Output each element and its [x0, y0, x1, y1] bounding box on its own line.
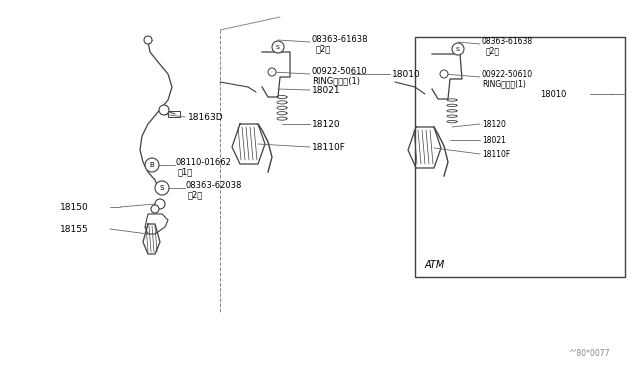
Circle shape [151, 205, 159, 213]
Text: 00922-50610: 00922-50610 [482, 70, 533, 78]
Text: ^'80*0077: ^'80*0077 [568, 350, 610, 359]
Text: S: S [276, 45, 280, 49]
Text: 08363-62038: 08363-62038 [185, 180, 241, 189]
Text: S: S [456, 46, 460, 51]
Text: 18150: 18150 [60, 202, 89, 212]
Circle shape [440, 70, 448, 78]
Circle shape [452, 43, 464, 55]
Text: 18120: 18120 [482, 119, 506, 128]
Text: S: S [160, 185, 164, 191]
Circle shape [155, 181, 169, 195]
Text: （2）: （2） [486, 46, 500, 55]
Circle shape [159, 105, 169, 115]
Polygon shape [145, 214, 168, 234]
Text: RINGリング(1): RINGリング(1) [312, 77, 360, 86]
Text: 18155: 18155 [60, 224, 89, 234]
Bar [415, 37, 625, 277]
Text: 08363-61638: 08363-61638 [482, 36, 533, 45]
Text: 18110F: 18110F [312, 142, 346, 151]
Text: RINGリング(1): RINGリング(1) [482, 80, 526, 89]
Text: B: B [150, 162, 154, 168]
Text: 18010: 18010 [392, 70, 420, 78]
Circle shape [268, 68, 276, 76]
Text: 18021: 18021 [482, 135, 506, 144]
Text: 18010: 18010 [540, 90, 566, 99]
Circle shape [155, 199, 165, 209]
Text: （1）: （1） [178, 167, 193, 176]
Text: 08363-61638: 08363-61638 [312, 35, 369, 44]
Text: 00922-50610: 00922-50610 [312, 67, 367, 76]
Text: 18120: 18120 [312, 119, 340, 128]
Text: ATM: ATM [425, 260, 445, 270]
Circle shape [145, 158, 159, 172]
Text: 18163D: 18163D [188, 112, 223, 122]
Text: 18110F: 18110F [482, 150, 510, 158]
Text: 08110-01662: 08110-01662 [175, 157, 231, 167]
Circle shape [272, 41, 284, 53]
Text: （2）: （2） [188, 190, 204, 199]
Circle shape [144, 36, 152, 44]
Bar [168, 111, 180, 117]
Text: （2）: （2） [316, 45, 332, 54]
Text: 18021: 18021 [312, 86, 340, 94]
